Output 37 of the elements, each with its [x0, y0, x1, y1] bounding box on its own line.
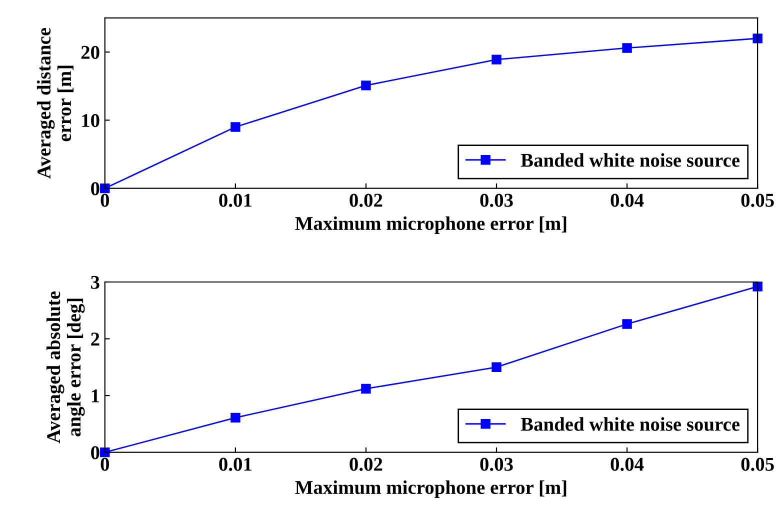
point: [361, 384, 371, 394]
y-tick-label: 0: [91, 182, 100, 196]
x-tick-label: 0: [100, 458, 110, 471]
y-tick-label: 3: [91, 276, 100, 289]
y-tick-label: 2: [91, 332, 100, 346]
point: [230, 412, 240, 423]
y-tick-label: 20: [81, 46, 100, 59]
y-tick-label: 10: [82, 114, 100, 128]
x-axis-title: Maximum microphone error [m]: [295, 216, 566, 234]
x-tick-label: 0.04: [610, 458, 644, 471]
point: [752, 282, 762, 292]
point: [361, 80, 371, 90]
point: [100, 183, 110, 194]
x-axis-title: Maximum microphone error [m]: [295, 480, 566, 498]
point: [100, 447, 110, 458]
x-tick-label: 0.05: [741, 194, 774, 207]
legend-label: Banded white noise source: [520, 417, 740, 431]
x-tick-label: 0.04: [610, 194, 644, 207]
legend-label: Banded white noise source: [520, 153, 740, 167]
point: [230, 122, 240, 132]
x-tick-label: 0.03: [480, 194, 513, 207]
point: [622, 43, 632, 53]
point: [622, 319, 632, 329]
x-tick-label: 0.01: [219, 194, 252, 207]
x-tick-label: 0.01: [219, 458, 252, 471]
x-tick-label: 0.02: [350, 458, 382, 471]
y-axis-title: Averaged distance error [m]: [36, 28, 74, 179]
point: [752, 34, 762, 44]
point: [492, 54, 502, 64]
x-tick-label: 0.02: [350, 194, 382, 207]
y-axis-title: Averaged absolute angle error [deg]: [46, 291, 85, 444]
x-tick-label: 0: [100, 194, 110, 207]
point: [492, 362, 502, 372]
x-tick-label: 0.05: [741, 458, 774, 471]
y-tick-label: 1: [92, 389, 100, 402]
x-tick-label: 0.03: [480, 458, 513, 471]
y-tick-label: 0: [91, 446, 100, 460]
